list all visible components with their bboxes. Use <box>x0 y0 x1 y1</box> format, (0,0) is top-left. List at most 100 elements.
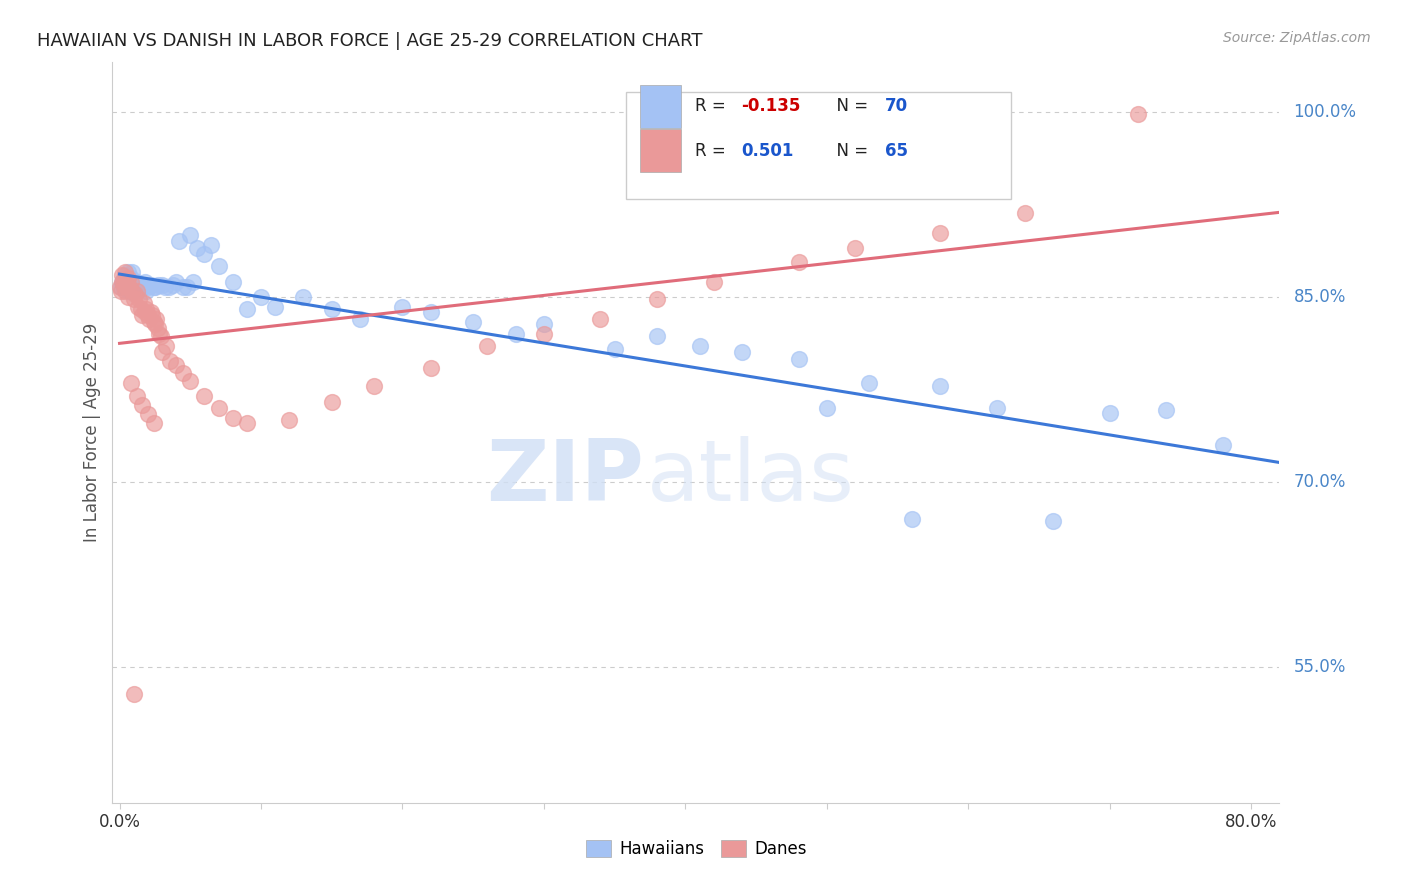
Point <box>172 367 194 381</box>
Point <box>122 284 145 298</box>
Point <box>128 277 150 292</box>
Point <box>134 275 156 289</box>
Point <box>143 280 166 294</box>
Point <box>135 302 157 317</box>
Point <box>207 259 229 273</box>
Point <box>142 315 165 329</box>
Point <box>124 287 146 301</box>
Point <box>136 280 159 294</box>
Point <box>162 277 184 292</box>
Point <box>363 378 385 392</box>
Point <box>111 268 134 282</box>
Point <box>153 280 176 294</box>
Point <box>124 280 146 294</box>
Text: N =: N = <box>825 142 873 160</box>
Point <box>115 275 138 289</box>
Point <box>127 300 149 314</box>
Text: ZIP: ZIP <box>485 435 644 518</box>
Point <box>139 304 162 318</box>
Text: N =: N = <box>825 97 873 115</box>
Point <box>1212 438 1234 452</box>
Point <box>844 240 866 255</box>
Point <box>787 255 810 269</box>
Point <box>112 275 135 289</box>
Point <box>118 284 141 298</box>
Point <box>463 315 485 329</box>
Point <box>179 228 201 243</box>
Point <box>929 378 952 392</box>
Text: 65: 65 <box>884 142 908 160</box>
Point <box>142 280 165 294</box>
Point <box>125 389 148 403</box>
Point <box>236 416 259 430</box>
Point <box>349 312 371 326</box>
Point <box>111 275 134 289</box>
Point <box>136 407 159 421</box>
Text: R =: R = <box>695 97 731 115</box>
Point <box>929 226 952 240</box>
Point <box>143 317 166 331</box>
Point <box>122 687 145 701</box>
Point <box>159 354 181 368</box>
Point <box>1156 403 1178 417</box>
Point <box>117 271 139 285</box>
Point <box>142 416 165 430</box>
Point <box>1042 515 1064 529</box>
Point <box>120 271 142 285</box>
Point <box>114 268 136 282</box>
Point <box>145 312 167 326</box>
Text: Source: ZipAtlas.com: Source: ZipAtlas.com <box>1223 31 1371 45</box>
Point <box>1014 206 1036 220</box>
Point <box>264 300 287 314</box>
Point <box>167 235 190 249</box>
Point <box>139 277 162 292</box>
Point <box>138 312 160 326</box>
Point <box>292 290 315 304</box>
Point <box>505 326 527 341</box>
Point <box>125 284 148 298</box>
Point <box>419 361 441 376</box>
Point <box>150 345 173 359</box>
Point <box>134 304 156 318</box>
Point <box>179 374 201 388</box>
Point <box>181 275 204 289</box>
Point <box>172 280 194 294</box>
Point <box>533 326 555 341</box>
Point <box>157 280 180 294</box>
Point <box>533 317 555 331</box>
Point <box>250 290 273 304</box>
Point <box>135 284 157 298</box>
Point <box>114 277 136 292</box>
Text: 100.0%: 100.0% <box>1294 103 1357 120</box>
Text: R =: R = <box>695 142 737 160</box>
Point <box>193 389 215 403</box>
Point <box>112 281 135 295</box>
Text: 0.501: 0.501 <box>741 142 794 160</box>
Point <box>207 401 229 415</box>
Point <box>121 265 143 279</box>
Point <box>125 275 148 289</box>
Point <box>165 275 187 289</box>
Point <box>689 339 711 353</box>
Point <box>815 401 838 415</box>
Point <box>114 284 136 298</box>
Point <box>589 312 612 326</box>
Point <box>477 339 499 353</box>
Point <box>186 240 208 255</box>
Point <box>129 302 152 317</box>
Point <box>112 271 135 285</box>
Point <box>128 293 150 307</box>
Point <box>120 280 142 294</box>
Point <box>645 329 668 343</box>
Point <box>118 275 141 289</box>
Point <box>900 512 922 526</box>
Point <box>391 300 413 314</box>
Point <box>165 358 187 372</box>
Point <box>127 280 149 294</box>
Point <box>1126 107 1149 121</box>
Point <box>193 246 215 260</box>
Point <box>200 238 222 252</box>
Point <box>117 290 139 304</box>
Point <box>120 376 142 391</box>
Point <box>787 351 810 366</box>
